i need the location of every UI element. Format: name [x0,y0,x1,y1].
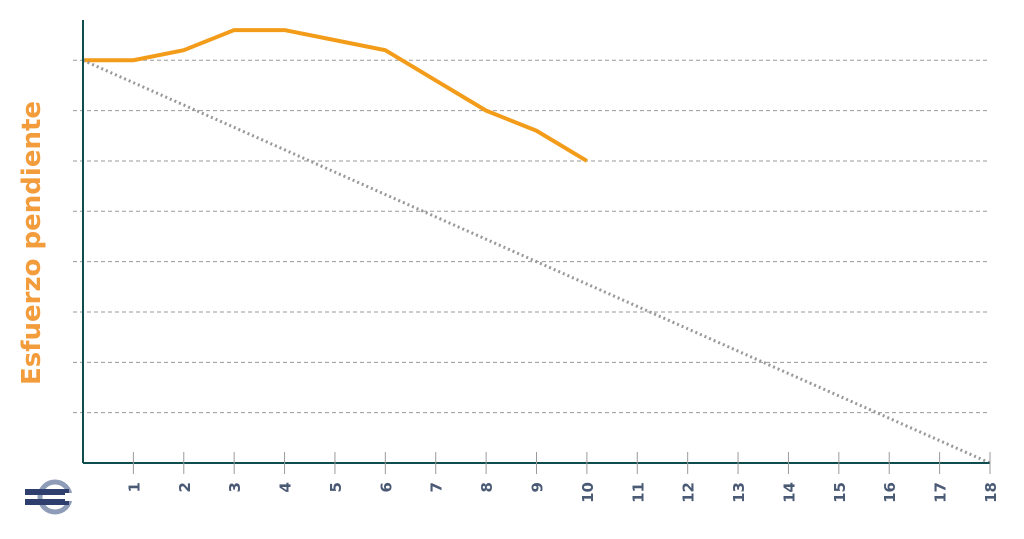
grid-lines [73,59,990,414]
x-tick-label: 1 [125,482,143,492]
x-tick-label: 17 [932,482,950,503]
x-tick-label: 15 [831,482,849,503]
x-tick-label: 5 [327,482,345,492]
x-tick-label: 13 [730,482,748,503]
x-tick-label: 10 [579,482,597,503]
x-tick-label: 2 [176,482,194,492]
x-tick-label: 3 [226,482,244,492]
x-tick-label: 7 [428,482,446,492]
sprint-logo-icon [25,479,95,515]
y-axis-label: Esfuerzo pendiente [17,101,47,385]
x-tick-label: 6 [377,482,395,492]
x-tick-label: 14 [780,482,798,503]
actual-effort-line [83,28,588,163]
x-tick-label: 4 [277,482,295,492]
x-tick-label: 11 [629,482,647,503]
x-tick-label: 9 [529,482,547,492]
x-tick-label: 12 [680,482,698,503]
ideal-trend-line [82,58,991,465]
series-layer [82,28,991,465]
x-tick-label: 8 [478,482,496,492]
x-tick-label: 18 [982,482,1000,503]
axes [82,20,990,464]
x-axis-ticks: 1 2 3 4 5 6 7 8 9 10 11 12 13 14 15 16 17 18 [125,452,1000,503]
x-tick-label: 16 [881,482,899,503]
